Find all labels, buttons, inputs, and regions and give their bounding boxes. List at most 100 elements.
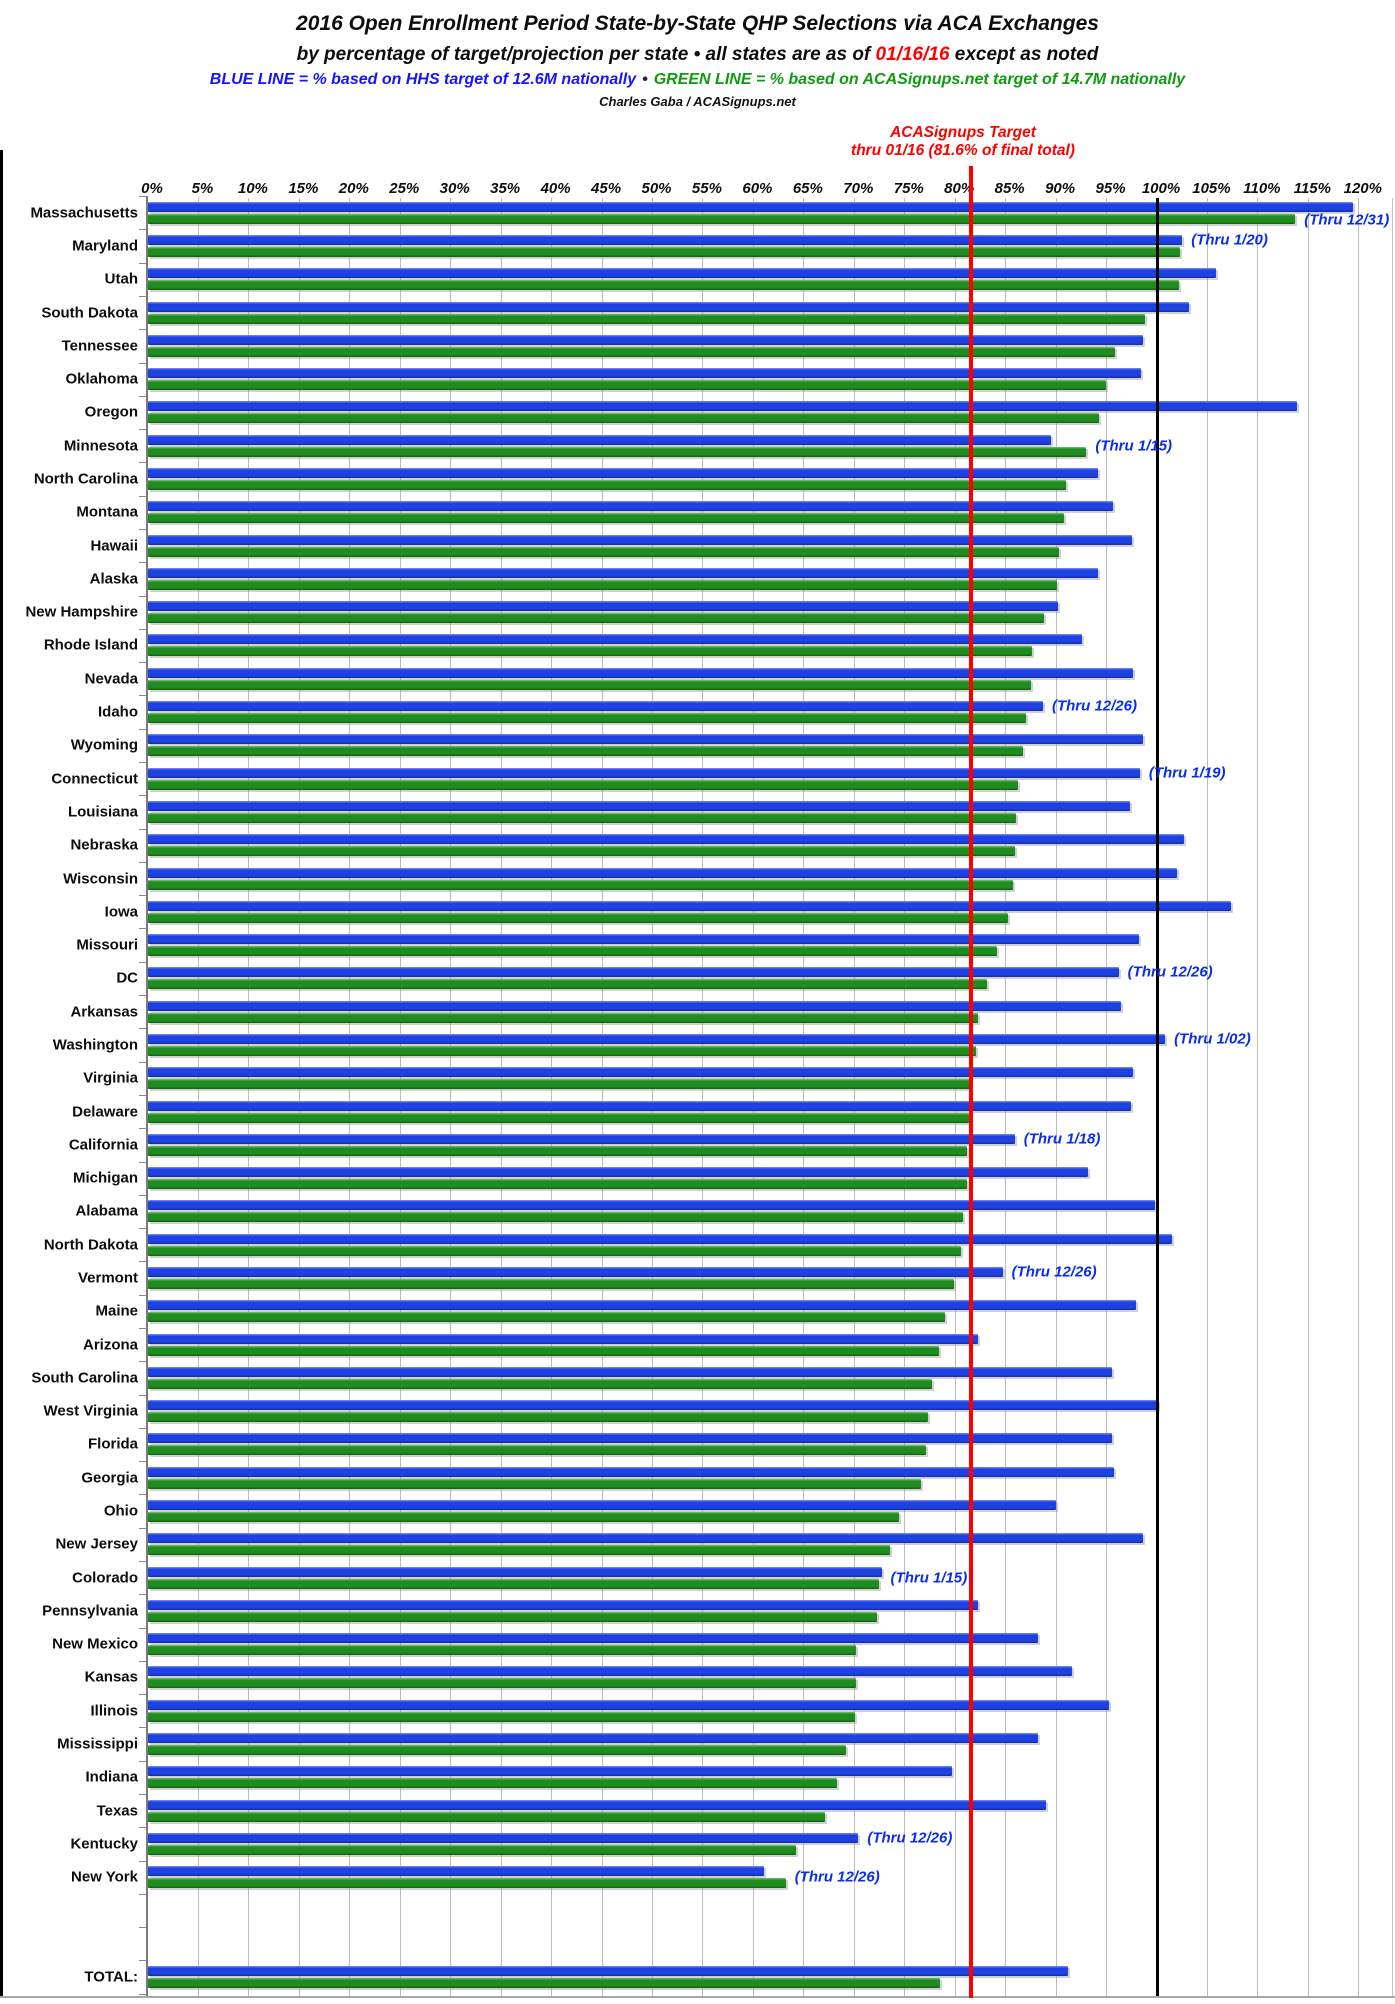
hhs-target-bar [148, 234, 1183, 245]
y-axis-category-tick [139, 1128, 147, 1130]
thru-date-note: (Thru 1/15) [890, 1569, 968, 1587]
subtitle-prefix: by percentage of target/projection per s… [296, 44, 876, 65]
y-axis-category-tick [139, 861, 147, 863]
y-axis-category-tick [139, 1161, 147, 1163]
gridline-55 [702, 198, 704, 1998]
acasignups-target-bar [148, 979, 987, 990]
y-axis-category-tick [139, 1394, 147, 1396]
chart-left-border [0, 150, 3, 1998]
state-label: Maine [95, 1302, 138, 1320]
y-axis-category-tick [139, 928, 147, 930]
y-axis-category-tick [139, 495, 147, 497]
x-tick-label: 85% [994, 180, 1025, 197]
y-axis-category-tick [139, 529, 147, 530]
acasignups-target-bar [148, 546, 1060, 557]
y-axis-category-tick [139, 1694, 147, 1696]
y-axis-category-tick [139, 1627, 147, 1629]
x-tick-label: 120% [1343, 180, 1382, 197]
x-tick-label: 0% [141, 180, 163, 197]
hhs-target-bar [148, 268, 1216, 279]
hhs-target-bar [148, 1133, 1015, 1144]
gridline-40 [551, 198, 553, 1998]
hhs-target-bar [148, 734, 1143, 745]
gridline-60 [752, 198, 754, 1998]
state-label: Utah [104, 270, 138, 288]
chart-credit: Charles Gaba / ACASignups.net [599, 94, 796, 109]
hhs-target-bar [148, 1599, 979, 1610]
state-label: Iowa [104, 903, 138, 921]
y-axis-category-tick [139, 1860, 147, 1862]
state-label: Nebraska [70, 836, 138, 854]
hhs-target-bar [148, 468, 1098, 479]
hhs-target-bar [148, 1799, 1046, 1810]
x-tick-label: 30% [439, 180, 470, 197]
acasignups-target-bar [148, 1412, 928, 1423]
hhs-target-bar [148, 501, 1113, 512]
y-axis-category-tick [139, 1727, 147, 1729]
hhs-target-bar [148, 867, 1178, 878]
state-label: North Dakota [43, 1236, 138, 1254]
hhs-target-bar [148, 1300, 1136, 1311]
hhs-target-bar [148, 434, 1052, 445]
y-axis-category-tick [139, 1527, 147, 1529]
state-label: DC [116, 969, 138, 987]
thru-date-note: (Thru 12/26) [1051, 697, 1137, 715]
state-label: Georgia [81, 1469, 138, 1487]
y-axis-category-tick [139, 662, 147, 664]
x-tick-label: 40% [540, 180, 571, 197]
acasignups-target-bar [148, 1145, 968, 1156]
acasignups-target-bar [148, 1578, 879, 1589]
hhs-target-bar [148, 1266, 1003, 1277]
x-tick-label: 80% [944, 180, 975, 197]
hhs-target-bar [148, 1966, 1069, 1977]
y-axis-category-tick [139, 1960, 147, 1962]
hhs-target-bar [148, 1100, 1131, 1111]
y-axis-category-tick [139, 728, 147, 730]
state-label: Arizona [82, 1336, 138, 1354]
hhs-target-bar [148, 201, 1353, 212]
state-label: Wyoming [70, 736, 138, 754]
hhs-target-bar [148, 301, 1190, 312]
state-label: New Mexico [52, 1635, 138, 1653]
hhs-target-bar [148, 800, 1130, 811]
target-line-label: ACASignups Target thru 01/16 (81.6% of f… [851, 124, 1075, 160]
y-axis-category-tick [139, 1228, 147, 1229]
acasignups-target-bar [148, 1012, 979, 1023]
acasignups-target-bar [148, 1179, 968, 1190]
hhs-target-bar [148, 701, 1043, 712]
hhs-target-bar [148, 967, 1119, 978]
y-axis-category-tick [139, 1827, 147, 1829]
state-label: Delaware [72, 1103, 138, 1121]
hhs-target-bar [148, 1533, 1143, 1544]
acasignups-target-bar [148, 713, 1026, 724]
x-tick-label: 45% [591, 180, 622, 197]
acasignups-target-bar [148, 679, 1031, 690]
acasignups-target-bar [148, 313, 1145, 324]
hhs-target-bar [148, 1400, 1158, 1411]
hhs-target-bar [148, 1566, 882, 1577]
state-label: Vermont [77, 1269, 138, 1287]
x-tick-label: 35% [490, 180, 521, 197]
y-axis-category-tick [139, 1927, 147, 1929]
acasignups-target-bar [148, 746, 1023, 757]
state-label: Kansas [84, 1668, 138, 1686]
hhs-target-bar [148, 1033, 1166, 1044]
acasignups-target-bar [148, 613, 1044, 624]
y-axis-category-tick [139, 1893, 147, 1895]
x-tick-label: 100% [1141, 180, 1181, 197]
gridline-20 [349, 198, 351, 1998]
y-axis-category-tick [139, 462, 147, 464]
acasignups-target-bar [148, 213, 1296, 224]
y-axis-category-tick [139, 362, 147, 364]
state-label: Minnesota [63, 437, 138, 455]
subtitle-date: 01/16/16 [875, 44, 950, 65]
gridline-35 [500, 198, 502, 1998]
acasignups-target-bar [148, 413, 1099, 424]
state-label: South Dakota [41, 304, 138, 322]
y-axis-category-tick [139, 295, 147, 297]
y-axis-line [146, 196, 148, 1998]
chart-right-border [1392, 198, 1393, 1998]
thru-date-note: (Thru 1/20) [1191, 231, 1268, 249]
x-tick-label: 115% [1293, 180, 1331, 197]
x-tick-label: 75% [893, 180, 924, 197]
